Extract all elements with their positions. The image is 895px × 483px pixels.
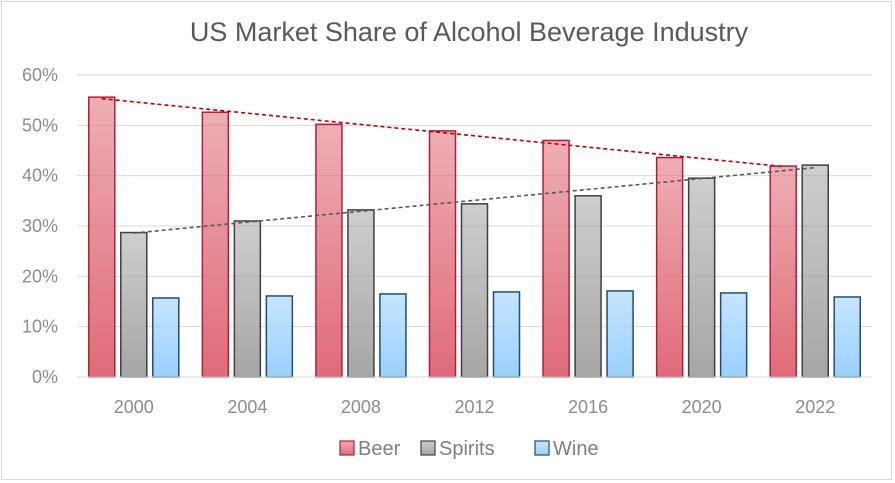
bar-beer-2000 — [88, 96, 116, 378]
trendlines — [101, 97, 816, 234]
bar-spirits-2004 — [233, 220, 262, 378]
x-tick-label: 2004 — [227, 397, 267, 417]
bar-spirits-2020 — [687, 177, 716, 378]
bar-wine-2000 — [152, 297, 180, 378]
x-axis-ticks: 2000 2004 2008 2012 2016 2020 2022 — [114, 397, 835, 417]
trendline-beer — [101, 97, 784, 168]
bar-wine-2022 — [833, 296, 861, 378]
bar-spirits-2012 — [460, 203, 489, 378]
bar-wine-2012 — [492, 291, 521, 378]
bar-beer-2004 — [201, 111, 230, 378]
y-tick-label: 40% — [22, 166, 58, 186]
y-axis-ticks: 0% 10% 20% 30% 40% 50% 60% — [22, 65, 58, 387]
bar-beer-2016 — [542, 139, 570, 378]
chart-title: US Market Share of Alcohol Beverage Indu… — [190, 17, 749, 47]
legend-label-spirits: Spirits — [439, 438, 495, 460]
y-tick-label: 20% — [22, 266, 58, 286]
y-tick-label: 0% — [32, 367, 58, 387]
bar-spirits-2016 — [574, 195, 602, 378]
x-tick-label: 2000 — [114, 397, 154, 417]
bar-beer-2020 — [655, 156, 684, 378]
y-tick-label: 60% — [22, 65, 58, 85]
y-tick-label: 50% — [22, 115, 58, 135]
bar-spirits-2000 — [120, 231, 148, 378]
legend-swatch-beer — [339, 440, 355, 456]
bar-wine-2004 — [265, 295, 294, 378]
x-tick-label: 2008 — [341, 397, 381, 417]
x-tick-label: 2012 — [454, 397, 494, 417]
legend-label-beer: Beer — [358, 438, 401, 460]
bar-wine-2016 — [606, 290, 634, 378]
y-tick-label: 10% — [22, 317, 58, 337]
legend-swatch-spirits — [420, 440, 436, 456]
x-tick-label: 2020 — [682, 397, 722, 417]
bar-wine-2008 — [379, 293, 407, 378]
trendline-spirits — [133, 166, 816, 234]
bar-spirits-2008 — [347, 209, 375, 378]
bar-beer-2008 — [315, 123, 343, 378]
bar-spirits-2022 — [801, 164, 829, 378]
y-tick-label: 30% — [22, 216, 58, 236]
bar-beer-2012 — [428, 130, 457, 378]
x-tick-label: 2016 — [568, 397, 608, 417]
bars — [88, 96, 861, 378]
x-tick-label: 2022 — [795, 397, 835, 417]
bar-wine-2020 — [719, 292, 748, 378]
legend-swatch-wine — [534, 440, 550, 456]
legend: Beer Spirits Wine — [339, 438, 599, 460]
bar-beer-2022 — [769, 165, 797, 378]
legend-label-wine: Wine — [553, 438, 599, 460]
